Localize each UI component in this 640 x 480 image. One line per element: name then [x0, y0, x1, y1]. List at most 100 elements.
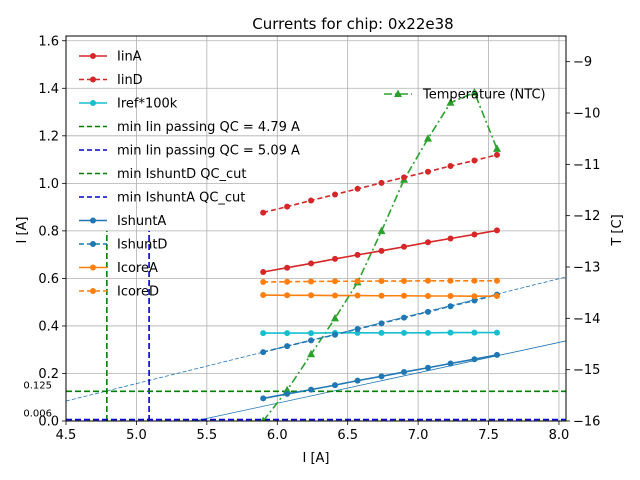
series-point-iref-100k: [284, 330, 291, 337]
annotation-label: 0.006: [23, 409, 52, 420]
legend-entry-label: IinD: [117, 73, 143, 88]
x-tick-label: 5.0: [126, 428, 147, 443]
y-tick-label: 1.4: [38, 82, 59, 97]
series-point-iina: [308, 260, 315, 267]
series-point-iind: [424, 168, 431, 175]
series-point-icorea: [284, 292, 291, 299]
series-point-iind: [401, 174, 408, 181]
series-point-iind: [284, 203, 291, 210]
x-tick-label: 4.5: [56, 428, 77, 443]
series-point-icored: [401, 278, 408, 285]
series-point-ishuntd: [354, 326, 361, 333]
series-point-ishuntd: [378, 320, 385, 327]
series-point-iind: [332, 191, 339, 198]
y-tick-label: 1.6: [38, 34, 59, 49]
legend-entry-label: min IshuntD QC_cut: [117, 167, 247, 182]
series-point-icorea: [378, 292, 385, 299]
y-right-axis-label: T [C]: [610, 214, 625, 246]
y-tick-label: 0.2: [38, 367, 59, 382]
series-point-iref-100k: [471, 329, 478, 336]
series-point-iina: [493, 227, 500, 234]
series-point-ishuntd: [332, 331, 339, 338]
series-point-icorea: [424, 292, 431, 299]
y-axis-label: I [A]: [15, 216, 30, 243]
series-point-iina: [284, 264, 291, 271]
series-point-icorea: [354, 292, 361, 299]
series-point-ishuntd: [447, 303, 454, 310]
legend-swatch-marker: [90, 241, 96, 247]
series-point-icored: [493, 277, 500, 284]
series-line-icored: [263, 279, 497, 283]
legend-entry-label: IshuntD: [117, 238, 167, 253]
legend-swatch-marker: [90, 288, 96, 294]
temperature-point: [492, 144, 501, 152]
legend-swatch-marker: [90, 76, 96, 83]
series-point-icored: [424, 277, 431, 284]
y-right-tick-label: −13: [573, 261, 600, 276]
series-point-icored: [308, 278, 315, 285]
series-point-iind: [447, 162, 454, 169]
y-tick-label: 0.6: [38, 272, 59, 287]
series-point-ishunta: [378, 373, 385, 380]
series-point-icorea: [260, 292, 267, 299]
fit-line-ishunta: [192, 340, 566, 421]
plot-frame: [65, 35, 567, 422]
series-point-iref-100k: [447, 329, 454, 336]
series-point-ishunta: [447, 360, 454, 367]
series-point-iina: [260, 268, 267, 275]
series-point-ishuntd: [260, 349, 267, 356]
legend-swatch-marker: [90, 53, 96, 59]
series-point-icored: [284, 278, 291, 285]
x-tick-label: 5.5: [197, 428, 218, 443]
series-point-icored: [471, 277, 478, 284]
x-tick-label: 7.0: [408, 428, 429, 443]
series-point-ishunta: [332, 382, 339, 389]
series-point-ishunta: [471, 356, 478, 363]
y-tick-label: 0.4: [38, 319, 59, 334]
legend-entry-label: IinA: [117, 50, 142, 65]
legend-entry-label: IcoreA: [117, 261, 158, 276]
temperature-point: [307, 349, 316, 358]
series-point-iref-100k: [493, 329, 500, 336]
plot-area: 4.5 5.0 5.5 6.0 6.5 7.0 7.5 8.0 0.0 0.2 0.4 0.6 0.8 1…: [23, 34, 600, 443]
series-point-ishunta: [424, 364, 431, 371]
legend-entry-label: min IshuntA QC_cut: [117, 191, 245, 206]
legend-entry-label: IshuntA: [117, 214, 166, 229]
x-axis-label: I [A]: [302, 451, 329, 466]
legend-swatch-marker: [394, 89, 402, 97]
plot-clip-group: [66, 87, 566, 421]
legend-swatch-marker: [90, 100, 96, 106]
series-point-iind: [354, 185, 361, 192]
legend-entry-label: min Iin passing QC = 5.09 A: [117, 144, 300, 159]
series-point-iina: [378, 247, 385, 254]
series-point-iind: [378, 179, 385, 186]
x-tick-label: 6.5: [337, 428, 358, 443]
x-tick-label: 6.0: [267, 428, 288, 443]
series-point-iind: [471, 157, 478, 164]
series-point-icored: [354, 278, 361, 285]
series-point-ishunta: [284, 390, 291, 397]
series-point-icored: [378, 278, 385, 285]
y-right-tick-label: −9: [573, 55, 592, 70]
y-right-tick-label: −16: [573, 415, 600, 430]
chart-title: Currents for chip: 0x22e38: [252, 15, 453, 33]
temperature-point: [377, 226, 386, 235]
series-point-icored: [260, 278, 267, 285]
legend-entry-label: IcoreD: [117, 285, 159, 300]
y-right-tick-label: −12: [573, 209, 600, 224]
series-point-icorea: [401, 292, 408, 299]
y-right-tick-label: −10: [573, 107, 600, 122]
series-point-iref-100k: [308, 330, 315, 337]
series-point-ishunta: [260, 395, 267, 402]
series-point-icorea: [471, 293, 478, 300]
series-point-ishunta: [308, 386, 315, 393]
annotation-label: 0.125: [23, 380, 52, 391]
series-point-ishuntd: [471, 297, 478, 304]
series-point-ishuntd: [284, 343, 291, 350]
temperature-point: [331, 313, 340, 322]
series-point-iina: [401, 243, 408, 250]
series-point-icorea: [332, 292, 339, 299]
